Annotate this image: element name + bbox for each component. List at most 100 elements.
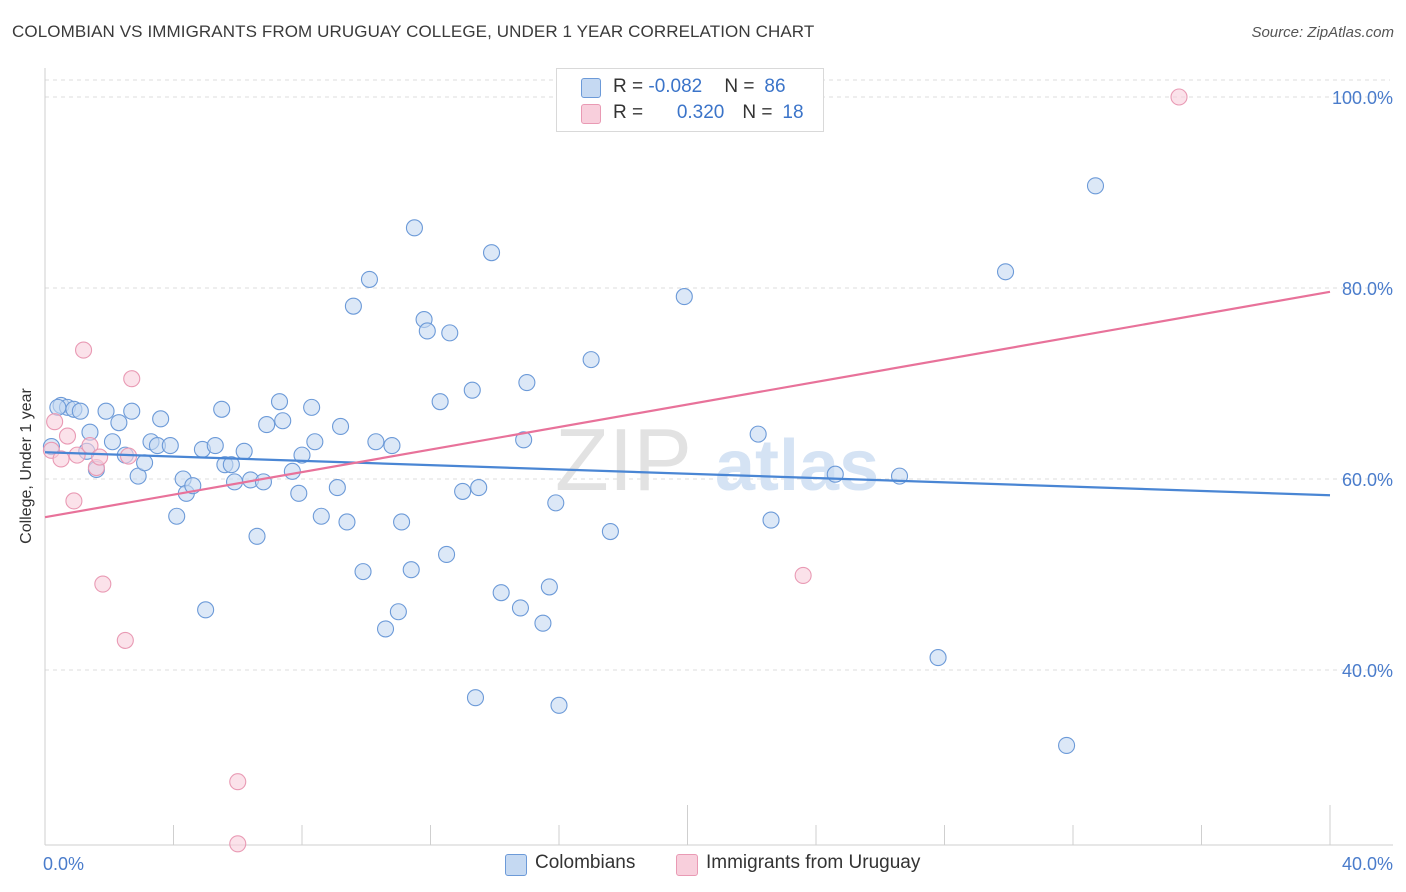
- colombian-point: [274, 412, 292, 430]
- colombian-point: [515, 431, 533, 449]
- x-tick-label: 40.0%: [1342, 854, 1393, 874]
- colombian-point: [293, 446, 311, 464]
- colombian-point: [534, 614, 552, 632]
- colombian-point: [540, 578, 558, 596]
- colombian-point: [482, 244, 501, 262]
- colombian-point: [97, 402, 115, 420]
- uruguay-point: [58, 427, 77, 445]
- colombian-point: [290, 484, 308, 502]
- colombian-point: [254, 473, 273, 491]
- colombian-point: [749, 425, 767, 443]
- colombian-point: [258, 416, 276, 434]
- colombian-point: [103, 433, 122, 451]
- uruguay-point: [229, 773, 247, 791]
- colombian-point: [431, 393, 449, 411]
- colombian-point: [454, 482, 472, 500]
- colombian-point: [152, 410, 170, 428]
- data-points: [42, 88, 1188, 853]
- watermark-atlas: atlas: [715, 426, 879, 506]
- y-tick-label: 100.0%: [1332, 88, 1393, 108]
- y-tick-label: 40.0%: [1342, 661, 1393, 681]
- colombian-point: [283, 462, 301, 480]
- colombian-point: [466, 689, 485, 707]
- colombian-point: [197, 601, 215, 619]
- colombian-point: [470, 479, 488, 497]
- bottom-legend-label-colombians: Colombians: [535, 852, 636, 873]
- trend-line-uruguay: [44, 290, 1331, 519]
- stats-legend: R = -0.082 N = 86 R = 0.320 N = 18: [556, 68, 824, 132]
- legend-stats-colombians: R = -0.082 N = 86: [613, 76, 786, 97]
- colombian-point: [376, 620, 395, 638]
- colombian-point: [71, 402, 89, 420]
- colombian-point: [123, 402, 141, 420]
- uruguay-point: [65, 492, 83, 510]
- colombian-point: [206, 437, 224, 455]
- colombian-point: [929, 649, 947, 667]
- colombian-point: [996, 263, 1015, 281]
- colombian-point: [235, 442, 253, 460]
- colombian-point: [393, 513, 411, 531]
- colombian-point: [405, 219, 423, 237]
- uruguay-point: [91, 448, 109, 466]
- colombian-point: [168, 507, 186, 525]
- colombian-point: [248, 527, 266, 545]
- uruguay-point: [52, 450, 70, 468]
- colombian-point: [303, 398, 321, 416]
- colombian-point: [110, 414, 128, 432]
- colombian-point: [328, 479, 346, 497]
- colombian-point: [338, 513, 356, 531]
- colombian-point: [438, 545, 456, 563]
- colombian-point: [402, 561, 420, 579]
- axes: [44, 68, 1393, 846]
- y-tick-label: 60.0%: [1342, 470, 1393, 490]
- colombian-point: [389, 603, 407, 621]
- legend-swatch-colombians: [581, 78, 601, 98]
- colombian-point: [762, 511, 780, 529]
- colombian-point: [547, 494, 565, 512]
- colombian-point: [518, 373, 536, 392]
- bottom-legend-swatch-uruguay: [676, 854, 698, 876]
- uruguay-point: [229, 835, 247, 853]
- uruguay-point: [68, 446, 86, 464]
- bottom-legend-swatch-colombians: [505, 854, 527, 876]
- colombian-point: [312, 507, 330, 525]
- watermark-zip: ZIP: [555, 410, 692, 509]
- y-tick-label: 80.0%: [1342, 279, 1393, 299]
- colombian-point: [49, 398, 67, 416]
- y-axis-label: College, Under 1 year: [18, 388, 35, 544]
- colombian-point: [1086, 177, 1105, 195]
- colombian-point: [213, 400, 231, 418]
- uruguay-point: [1170, 88, 1188, 106]
- uruguay-point: [123, 370, 141, 388]
- legend-swatch-uruguay: [581, 104, 601, 124]
- chart-title: COLOMBIAN VS IMMIGRANTS FROM URUGUAY COL…: [12, 22, 815, 41]
- trend-line-colombians: [44, 451, 1331, 497]
- legend-stats-uruguay: R = 0.320 N = 18: [613, 102, 804, 123]
- colombian-point: [354, 563, 372, 581]
- colombian-point: [222, 456, 240, 474]
- tick-labels: 40.0% 60.0% 80.0% 100.0% 0.0% 40.0%: [43, 88, 1393, 874]
- uruguay-point: [116, 631, 134, 649]
- colombian-point: [161, 437, 179, 455]
- colombian-point: [582, 351, 600, 369]
- colombian-point: [675, 288, 693, 306]
- trend-lines: [44, 290, 1331, 519]
- colombian-point: [1058, 736, 1076, 754]
- colombian-point: [136, 454, 154, 472]
- colombian-point: [441, 324, 459, 342]
- uruguay-point: [794, 566, 812, 585]
- watermark: ZIP atlas: [555, 410, 879, 509]
- colombian-point: [331, 417, 350, 436]
- x-tick-label: 0.0%: [43, 854, 84, 874]
- colombian-point: [511, 599, 530, 617]
- uruguay-point: [94, 575, 112, 593]
- colombian-point: [306, 433, 324, 451]
- colombian-point: [360, 270, 379, 288]
- colombian-point: [550, 696, 568, 714]
- colombian-point: [418, 322, 436, 340]
- grid-lines: [45, 79, 1390, 671]
- bottom-legend-label-uruguay: Immigrants from Uruguay: [706, 852, 921, 873]
- colombian-point: [383, 437, 401, 455]
- colombian-point: [492, 584, 510, 602]
